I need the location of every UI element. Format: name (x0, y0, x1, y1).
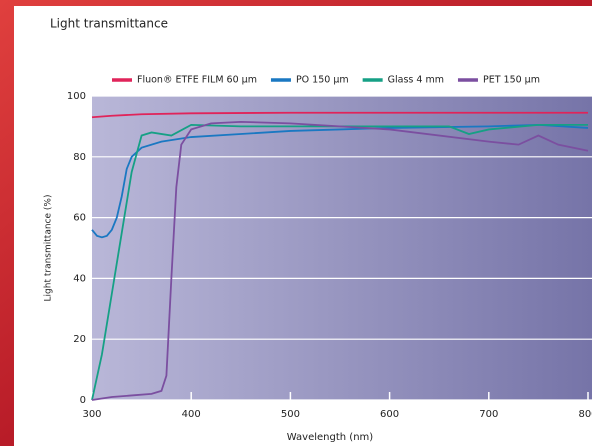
legend-label: Glass 4 mm (388, 75, 444, 86)
y-tick-label: 20 (73, 334, 86, 345)
x-tick-label: 300 (82, 409, 101, 420)
y-tick-label: 80 (73, 152, 86, 163)
x-tick-label: 500 (281, 409, 300, 420)
y-axis-label: Light transmittance (%) (44, 195, 54, 302)
y-tick-label: 0 (80, 395, 86, 406)
chart: Light transmittance Wavelength (nm) Ligh… (0, 0, 592, 446)
legend-label: Fluon® ETFE FILM 60 μm (137, 75, 257, 86)
y-tick-label: 40 (73, 273, 86, 284)
x-axis-label: Wavelength (nm) (287, 432, 373, 443)
page: Light transmittance Wavelength (nm) Ligh… (0, 0, 592, 446)
chart-title: Light transmittance (50, 17, 168, 31)
x-tick-label: 600 (380, 409, 399, 420)
x-tick-label: 400 (182, 409, 201, 420)
x-tick-label: 700 (479, 409, 498, 420)
legend-label: PET 150 μm (483, 75, 540, 86)
x-tick-label: 800 (578, 409, 592, 420)
y-tick-label: 100 (67, 91, 86, 102)
legend-label: PO 150 μm (296, 75, 349, 86)
y-tick-label: 60 (73, 213, 86, 224)
